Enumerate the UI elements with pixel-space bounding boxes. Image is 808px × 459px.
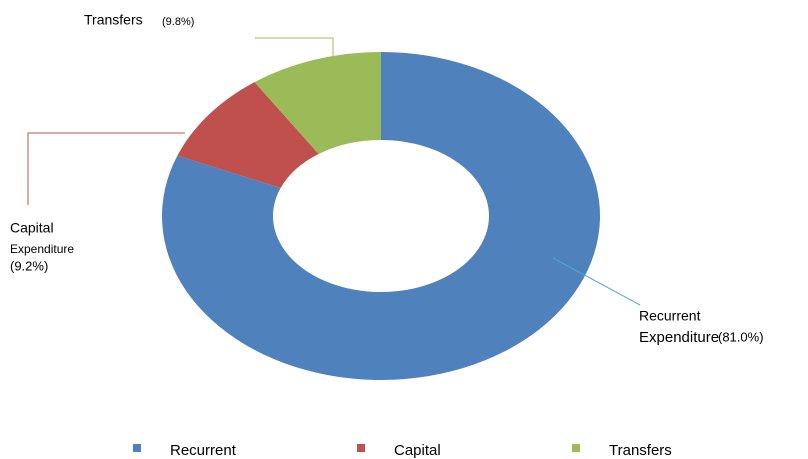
data-label: Transfers: [84, 12, 143, 28]
donut-segment: [177, 82, 319, 189]
leader-line: [552, 257, 641, 306]
legend-swatch: [133, 444, 141, 452]
leader-line: [27, 132, 185, 205]
data-label-value: (9.8%): [162, 16, 194, 28]
legend-label: Transfers: [609, 442, 672, 459]
legend-swatch: [572, 444, 580, 452]
legend-swatch: [357, 444, 365, 452]
data-label-value: (9.2%): [10, 258, 48, 273]
donut-segment: [254, 52, 381, 154]
legend-label: Capital: [394, 442, 441, 459]
data-label: Expenditure: [10, 242, 74, 256]
legend-label: Recurrent: [170, 442, 237, 459]
donut-segment: [161, 52, 600, 380]
data-label: Expenditure: [639, 329, 719, 346]
data-label-value: (81.0%): [718, 329, 764, 344]
data-label: Recurrent: [639, 308, 701, 324]
leader-line: [255, 37, 334, 70]
data-label: Capital: [10, 220, 54, 236]
